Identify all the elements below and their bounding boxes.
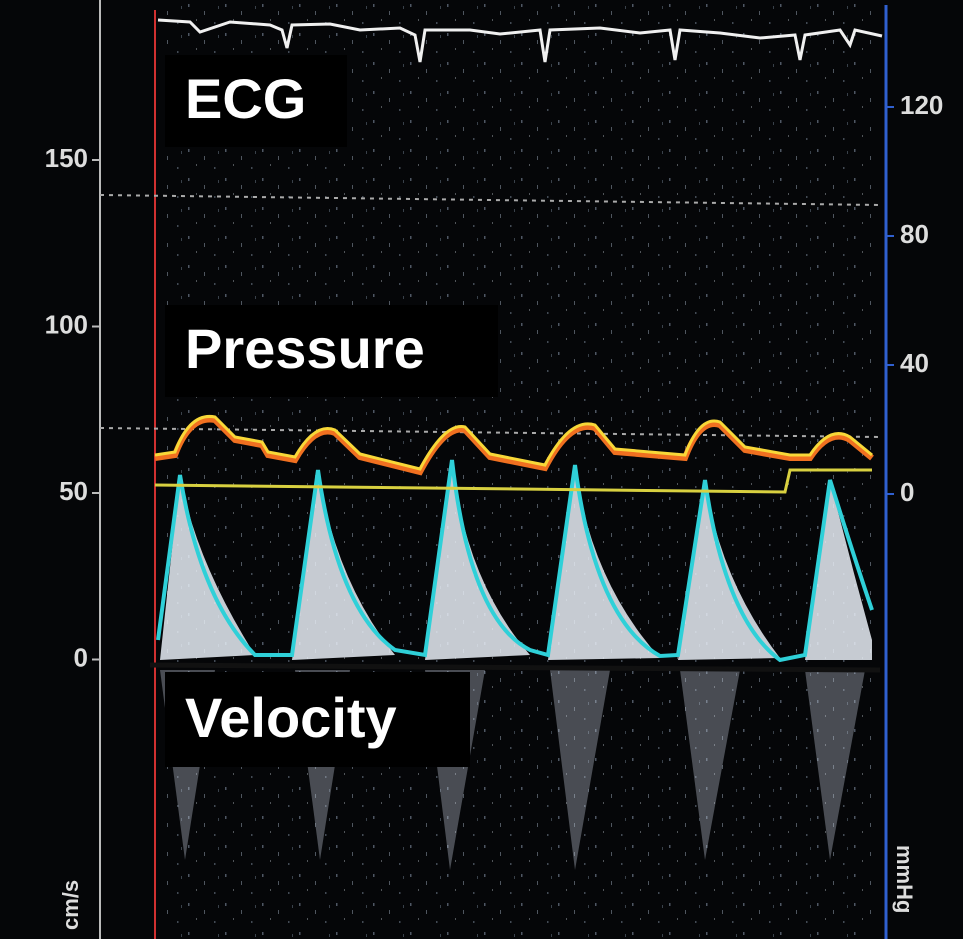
reference-pressure xyxy=(154,468,872,494)
dashed-line xyxy=(99,194,881,206)
left-tick-label: 150 xyxy=(45,143,88,173)
pressure-label: Pressure xyxy=(185,317,425,380)
label-box xyxy=(165,305,498,397)
right-axis-unit: mmHg xyxy=(892,845,917,913)
pressure-trace-inner xyxy=(154,414,873,471)
label-box xyxy=(165,55,347,147)
ecg-trace xyxy=(157,18,883,63)
velocity-label: Velocity xyxy=(185,686,397,749)
right-tick-label: 40 xyxy=(900,348,929,378)
velocity-spectrum xyxy=(160,460,872,660)
left-tick-label: 100 xyxy=(45,309,88,339)
right-tick-label: 80 xyxy=(900,219,929,249)
label-box xyxy=(165,672,470,767)
velocity-envelope xyxy=(156,459,874,663)
left-tick-label: 50 xyxy=(59,476,88,506)
right-tick-label: 0 xyxy=(900,477,914,507)
pressure-trace xyxy=(154,416,874,476)
doppler-noise xyxy=(160,0,880,939)
left-axis-unit: cm/s xyxy=(58,880,83,930)
baseline xyxy=(149,662,881,673)
left-tick-label: 0 xyxy=(74,642,88,672)
dashed-line xyxy=(99,427,881,438)
right-tick-label: 120 xyxy=(900,90,943,120)
ecg-label: ECG xyxy=(185,67,306,130)
